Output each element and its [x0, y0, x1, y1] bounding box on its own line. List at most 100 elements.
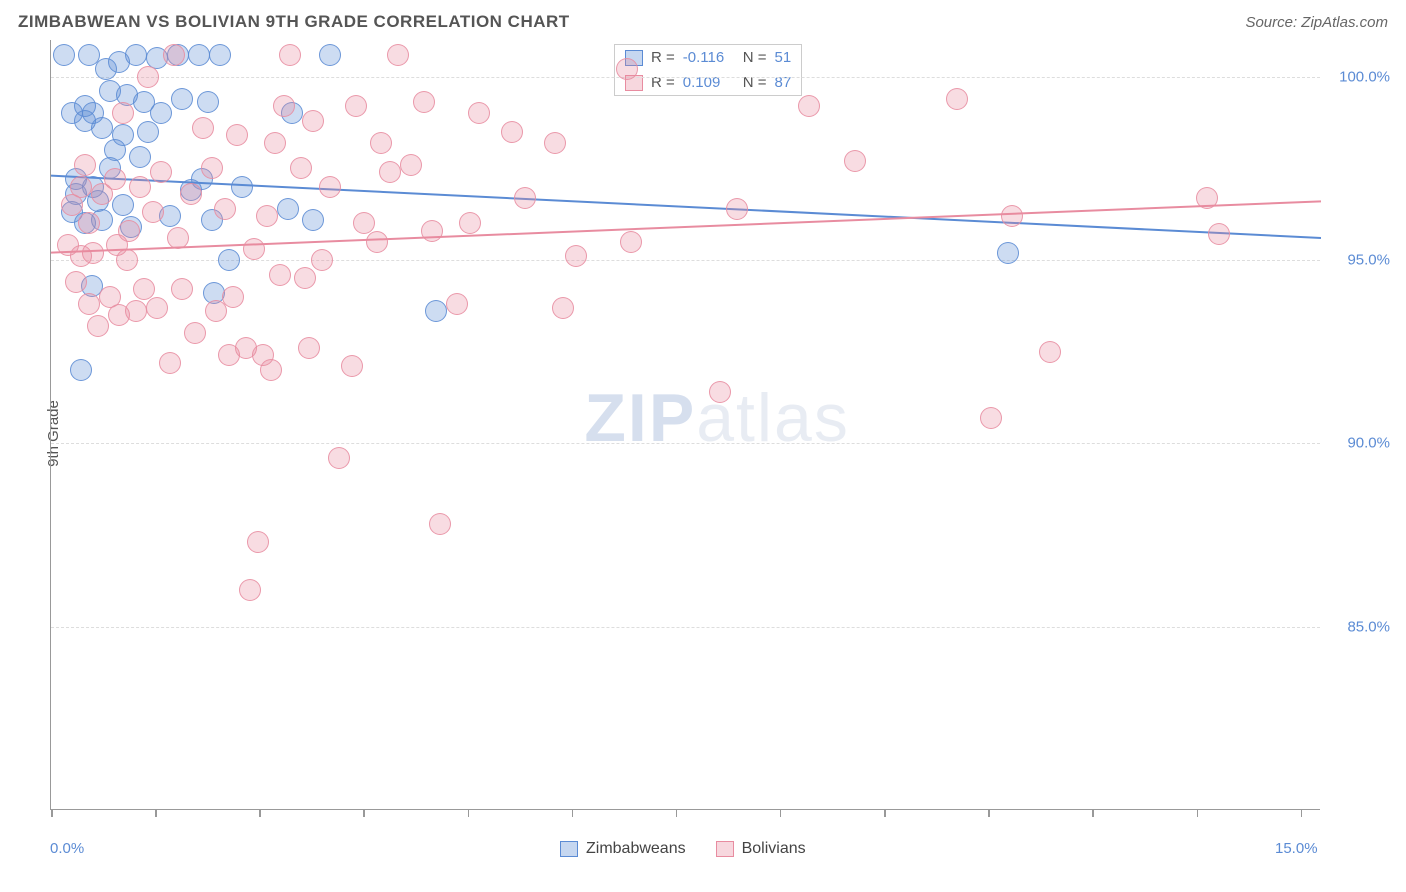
- data-point: [247, 531, 269, 553]
- legend-label: Zimbabweans: [586, 840, 686, 858]
- gridline: [51, 443, 1320, 444]
- series-legend: Zimbabweans Bolivians: [560, 840, 806, 858]
- legend-stat-row: R =-0.116N =51: [615, 45, 801, 70]
- data-point: [425, 300, 447, 322]
- y-tick-label: 95.0%: [1330, 252, 1390, 269]
- legend-label: Bolivians: [742, 840, 806, 858]
- chart-header: ZIMBABWEAN VS BOLIVIAN 9TH GRADE CORRELA…: [0, 0, 1406, 40]
- x-tick: [468, 809, 470, 817]
- data-point: [345, 95, 367, 117]
- x-axis-max-label: 15.0%: [1275, 840, 1318, 857]
- data-point: [214, 198, 236, 220]
- x-tick: [1197, 809, 1199, 817]
- data-point: [620, 231, 642, 253]
- trend-line: [51, 201, 1321, 252]
- data-point: [277, 198, 299, 220]
- data-point: [294, 267, 316, 289]
- data-point: [459, 212, 481, 234]
- data-point: [319, 176, 341, 198]
- x-tick: [363, 809, 365, 817]
- data-point: [226, 124, 248, 146]
- data-point: [328, 447, 350, 469]
- data-point: [319, 44, 341, 66]
- gridline: [51, 260, 1320, 261]
- data-point: [243, 238, 265, 260]
- data-point: [142, 201, 164, 223]
- data-point: [997, 242, 1019, 264]
- data-point: [159, 352, 181, 374]
- chart-title: ZIMBABWEAN VS BOLIVIAN 9TH GRADE CORRELA…: [18, 12, 570, 32]
- data-point: [379, 161, 401, 183]
- data-point: [78, 293, 100, 315]
- data-point: [231, 176, 253, 198]
- data-point: [112, 194, 134, 216]
- correlation-legend: R =-0.116N =51R =0.109N =87: [614, 44, 802, 96]
- data-point: [1001, 205, 1023, 227]
- data-point: [980, 407, 1002, 429]
- data-point: [70, 176, 92, 198]
- data-point: [222, 286, 244, 308]
- data-point: [53, 44, 75, 66]
- data-point: [239, 579, 261, 601]
- data-point: [387, 44, 409, 66]
- data-point: [163, 44, 185, 66]
- data-point: [78, 212, 100, 234]
- data-point: [552, 297, 574, 319]
- chart-area: 9th Grade ZIPatlas R =-0.116N =51R =0.10…: [50, 40, 1396, 810]
- legend-swatch: [560, 841, 578, 857]
- gridline: [51, 77, 1320, 78]
- data-point: [446, 293, 468, 315]
- legend-stat-row: R =0.109N =87: [615, 70, 801, 95]
- data-point: [544, 132, 566, 154]
- x-tick: [259, 809, 261, 817]
- data-point: [137, 121, 159, 143]
- data-point: [218, 249, 240, 271]
- data-point: [260, 359, 282, 381]
- data-point: [209, 44, 231, 66]
- data-point: [256, 205, 278, 227]
- data-point: [413, 91, 435, 113]
- data-point: [91, 117, 113, 139]
- data-point: [514, 187, 536, 209]
- x-tick: [155, 809, 157, 817]
- data-point: [197, 91, 219, 113]
- data-point: [112, 124, 134, 146]
- data-point: [118, 220, 140, 242]
- data-point: [150, 161, 172, 183]
- x-tick: [1301, 809, 1303, 817]
- data-point: [290, 157, 312, 179]
- data-point: [565, 245, 587, 267]
- data-point: [180, 183, 202, 205]
- data-point: [129, 146, 151, 168]
- data-point: [429, 513, 451, 535]
- legend-item: Bolivians: [716, 840, 806, 858]
- data-point: [302, 110, 324, 132]
- legend-swatch: [716, 841, 734, 857]
- r-label: R =: [651, 49, 675, 66]
- data-point: [87, 315, 109, 337]
- data-point: [188, 44, 210, 66]
- data-point: [421, 220, 443, 242]
- y-tick-label: 85.0%: [1330, 618, 1390, 635]
- data-point: [844, 150, 866, 172]
- trend-lines: [51, 40, 1321, 810]
- data-point: [70, 359, 92, 381]
- data-point: [1208, 223, 1230, 245]
- data-point: [273, 95, 295, 117]
- plot-area: ZIPatlas R =-0.116N =51R =0.109N =87 100…: [50, 40, 1320, 810]
- data-point: [74, 154, 96, 176]
- data-point: [366, 231, 388, 253]
- data-point: [1196, 187, 1218, 209]
- data-point: [146, 297, 168, 319]
- y-tick-label: 100.0%: [1330, 68, 1390, 85]
- data-point: [167, 227, 189, 249]
- data-point: [112, 102, 134, 124]
- x-tick: [572, 809, 574, 817]
- r-value: -0.116: [683, 49, 735, 66]
- x-tick: [676, 809, 678, 817]
- x-axis-min-label: 0.0%: [50, 840, 84, 857]
- x-tick: [884, 809, 886, 817]
- x-tick: [1092, 809, 1094, 817]
- data-point: [501, 121, 523, 143]
- data-point: [150, 102, 172, 124]
